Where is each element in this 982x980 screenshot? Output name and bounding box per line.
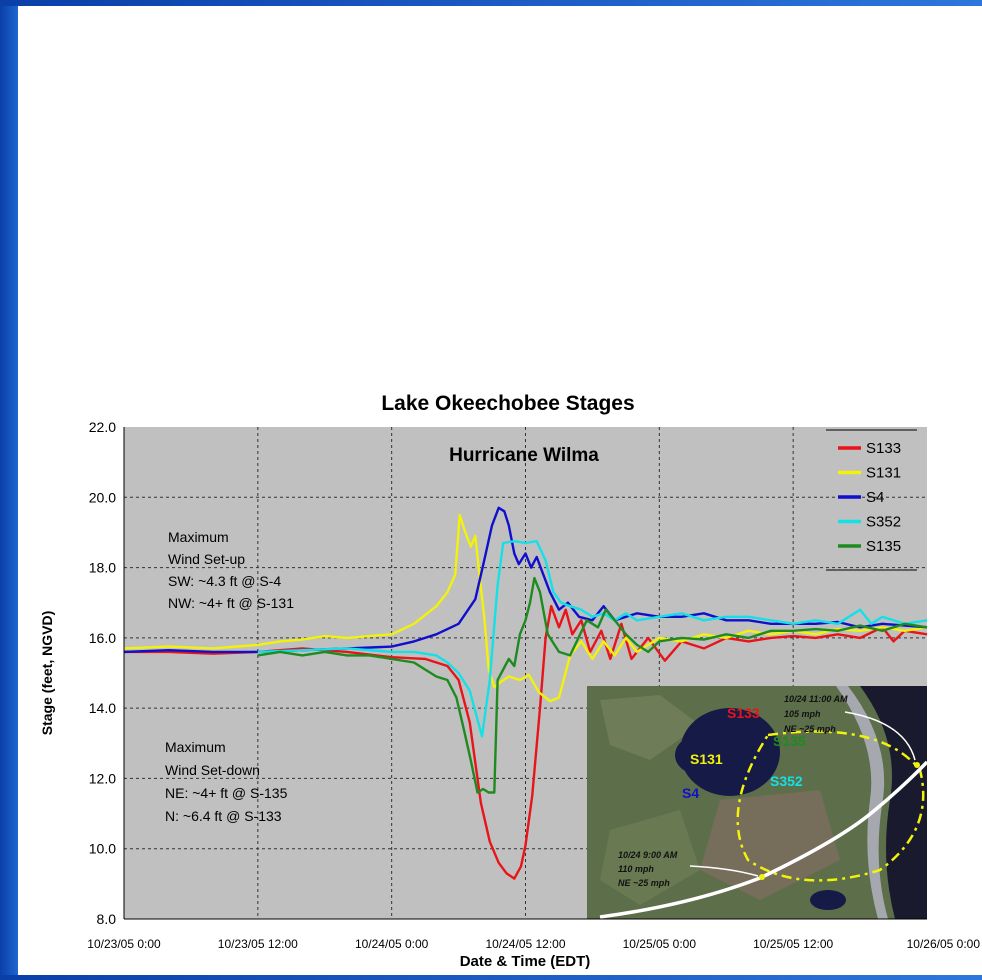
inset-terrain	[600, 810, 700, 905]
x-tick-label: 10/24/05 0:00	[355, 937, 429, 951]
slide-frame-left	[0, 0, 18, 980]
y-tick-label: 12.0	[89, 770, 116, 786]
storm-label-arrow	[689, 865, 759, 877]
y-tick-label: 16.0	[89, 630, 116, 646]
y-tick-label: 8.0	[97, 911, 117, 927]
slide-frame-top	[0, 0, 982, 6]
setdown-annotation-line-1: Maximum	[165, 739, 226, 755]
inset-map: 10/24 11:00 AM 105 mph NE ~25 mph 10/24 …	[587, 686, 929, 919]
y-tick-label: 20.0	[89, 489, 116, 505]
series-line-s131	[123, 513, 928, 703]
storm-label-1-line-2: 105 mph	[784, 709, 821, 719]
setup-annotation-line-2: Wind Set-up	[168, 551, 245, 567]
station-label-s133: S133	[727, 705, 760, 721]
station-label-s131: S131	[690, 751, 723, 767]
inset-ocean	[860, 686, 927, 919]
x-tick-label: 10/23/05 12:00	[218, 937, 298, 951]
x-tick-label: 10/25/05 0:00	[623, 937, 697, 951]
setup-annotation-line-4: NW: ~4+ ft @ S-131	[168, 595, 294, 611]
x-tick-label: 10/26/05 0:00	[907, 937, 981, 951]
x-axis: 10/23/05 0:00 10/23/05 12:00 10/24/05 0:00…	[87, 918, 981, 951]
series-line-s133	[124, 605, 928, 880]
series-line-s135	[257, 576, 928, 794]
legend-label-s133: S133	[866, 440, 901, 457]
x-tick-label: 10/25/05 12:00	[753, 937, 833, 951]
inset-terrain	[600, 695, 700, 760]
chart-title: Lake Okeechobee Stages	[381, 392, 634, 415]
x-tick-label: 10/23/05 0:00	[87, 937, 161, 951]
lake-okeechobee-lobe	[675, 735, 725, 775]
storm-label-2-line-2: 110 mph	[618, 864, 654, 874]
annotations: Maximum Wind Set-up SW: ~4.3 ft @ S-4 NW…	[165, 529, 294, 824]
storm-label-2-line-3: NE ~25 mph	[618, 878, 670, 888]
station-label-s352: S352	[770, 773, 803, 789]
storm-track	[599, 760, 929, 919]
storm-position-marker	[914, 762, 920, 768]
station-label-s4: S4	[682, 785, 699, 801]
legend: S133 S131 S4 S352 S135	[826, 429, 917, 571]
storm-label-1-line-3: NE ~25 mph	[784, 724, 836, 734]
x-axis-label: Date & Time (EDT)	[460, 953, 591, 970]
storm-label-arrow	[844, 711, 916, 761]
setdown-annotation-line-2: Wind Set-down	[165, 762, 260, 778]
setdown-annotation-line-3: NE: ~4+ ft @ S-135	[165, 785, 288, 801]
storm-position-marker	[759, 874, 765, 880]
legend-label-s135: S135	[866, 538, 901, 555]
storm-label-1-line-1: 10/24 11:00 AM	[784, 694, 848, 704]
series-line-s4	[123, 506, 928, 654]
x-tick-label: 10/24/05 12:00	[485, 937, 565, 951]
inset-terrain	[700, 790, 840, 900]
setup-annotation-line-1: Maximum	[168, 529, 229, 545]
series-line-s352	[257, 540, 928, 738]
storm-eye-circle	[736, 730, 925, 882]
station-label-s135: S135	[773, 733, 806, 749]
inset-water	[810, 890, 846, 910]
series-lines	[123, 506, 928, 880]
y-axis: 8.0 10.0 12.0 14.0 16.0 18.0 20.0 22.0	[89, 419, 125, 927]
y-tick-label: 10.0	[89, 841, 116, 857]
setdown-annotation-line-4: N: ~6.4 ft @ S-133	[165, 808, 282, 824]
setup-annotation-line-3: SW: ~4.3 ft @ S-4	[168, 573, 281, 589]
chart-subtitle: Hurricane Wilma	[449, 445, 599, 466]
y-tick-label: 18.0	[89, 560, 116, 576]
legend-label-s131: S131	[866, 465, 901, 482]
slide-frame-bottom	[0, 975, 982, 980]
legend-items: S133 S131 S4 S352 S135	[838, 440, 901, 555]
y-tick-label: 14.0	[89, 700, 116, 716]
legend-label-s352: S352	[866, 514, 901, 531]
y-tick-label: 22.0	[89, 419, 116, 435]
inset-coast	[836, 686, 888, 919]
y-axis-label: Stage (feet, NGVD)	[39, 611, 55, 735]
legend-label-s4: S4	[866, 489, 884, 506]
storm-label-2-line-1: 10/24 9:00 AM	[618, 850, 678, 860]
